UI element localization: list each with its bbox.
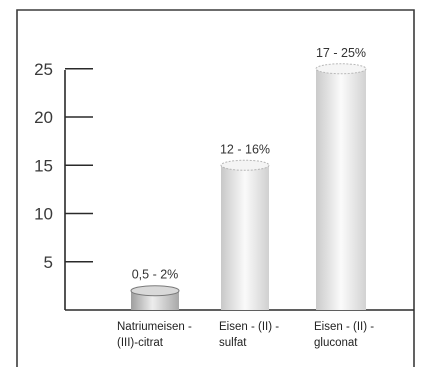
x-category-label: Natriumeisen - (III)-citrat bbox=[117, 321, 192, 349]
y-tick-label: 5 bbox=[44, 253, 53, 272]
chart-frame bbox=[16, 9, 415, 367]
bar-data-label: 0,5 - 2% bbox=[132, 268, 179, 282]
x-category-label-line: Eisen - (II) - bbox=[314, 321, 374, 333]
bar bbox=[221, 165, 269, 310]
bar-top-ellipse bbox=[220, 159, 270, 171]
y-tick-label: 10 bbox=[34, 205, 53, 224]
bar-data-label: 12 - 16% bbox=[220, 142, 270, 156]
y-tick-label: 20 bbox=[34, 108, 53, 127]
bar bbox=[316, 68, 366, 310]
x-category-label-line: gluconat bbox=[314, 337, 358, 349]
y-tick-label: 15 bbox=[34, 156, 53, 175]
bar-top-ellipse bbox=[315, 63, 367, 75]
x-category-label-line: Eisen - (II) - bbox=[219, 321, 279, 333]
x-category-label-line: (III)-citrat bbox=[117, 337, 164, 349]
x-category-label: Eisen - (II) - gluconat bbox=[314, 321, 374, 349]
bar-data-label: 17 - 25% bbox=[316, 46, 366, 60]
y-tick-label: 25 bbox=[34, 60, 53, 79]
bar-top-ellipse bbox=[130, 285, 180, 297]
x-category-label-line: sulfat bbox=[219, 337, 247, 349]
x-category-label: Eisen - (II) - sulfat bbox=[219, 321, 279, 349]
chart-marks: 5 10 15 20 25 0,5 - 2% Natriumeisen - (III)-cit… bbox=[34, 46, 414, 349]
x-category-label-line: Natriumeisen - bbox=[117, 321, 192, 333]
